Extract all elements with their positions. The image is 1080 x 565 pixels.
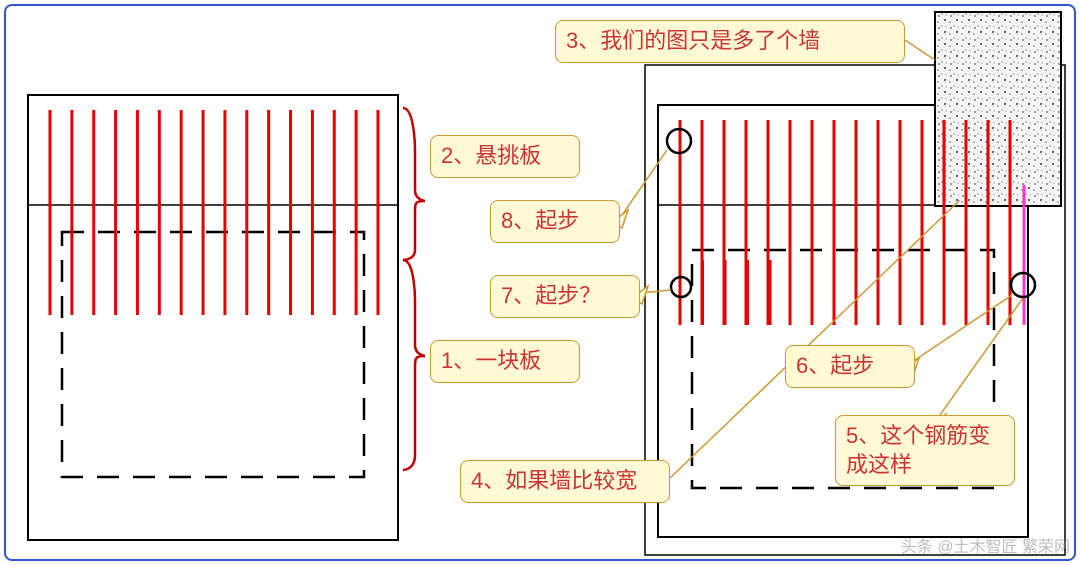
callout-3: 3、我们的图只是多了个墙	[555, 20, 905, 63]
left-rebars	[50, 110, 378, 315]
callout-8: 8、起步	[490, 200, 620, 243]
callout-5: 5、这个钢筋变成这样	[835, 415, 1015, 486]
callout-6: 6、起步	[785, 345, 915, 388]
callout-7: 7、起步？	[490, 275, 640, 318]
wall-hatched	[935, 12, 1061, 206]
brace-top	[403, 108, 425, 260]
watermark: 头条 @土木智匠 繁荣网	[901, 533, 1070, 557]
brace-bottom	[403, 260, 425, 470]
brace	[403, 108, 425, 470]
left-outer-rect	[28, 95, 398, 540]
left-panel	[28, 95, 398, 540]
callout-4: 4、如果墙比较宽	[460, 460, 670, 503]
right-rebars-short	[680, 260, 770, 325]
callout-2: 2、悬挑板	[430, 135, 580, 178]
callout-1: 1、一块板	[430, 340, 580, 383]
left-dashed-rect	[62, 232, 364, 477]
